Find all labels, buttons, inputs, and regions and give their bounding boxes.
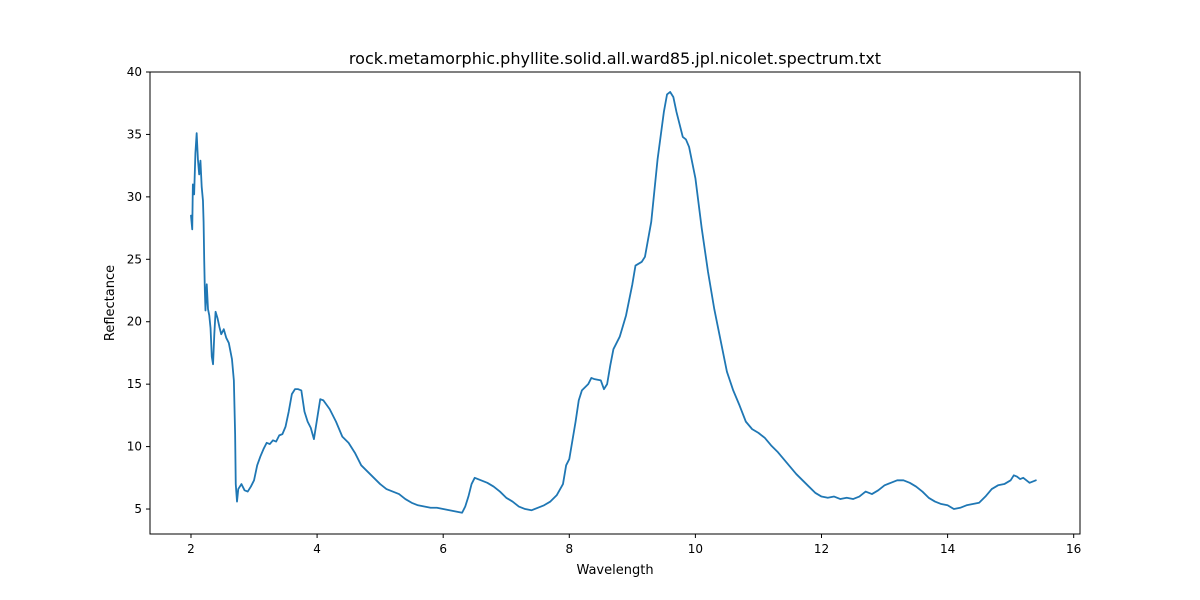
x-tick-label: 12 [814, 542, 829, 556]
x-axis-label: Wavelength [576, 563, 653, 578]
y-tick-label: 25 [127, 252, 142, 266]
plot-frame [149, 71, 1081, 535]
x-tick-label: 6 [439, 542, 447, 556]
y-tick-label: 40 [127, 65, 142, 79]
x-axis-ticks: 2 4 6 8 10 12 14 16 [187, 534, 1081, 556]
x-tick-label: 2 [187, 542, 195, 556]
x-tick-label: 10 [688, 542, 703, 556]
y-tick-label: 20 [127, 315, 142, 329]
chart-title: rock.metamorphic.phyllite.solid.all.ward… [349, 49, 881, 68]
spectrum-line [190, 91, 1037, 514]
y-tick-label: 5 [134, 502, 142, 516]
x-tick-label: 8 [565, 542, 573, 556]
y-tick-label: 15 [127, 377, 142, 391]
x-tick-label: 16 [1066, 542, 1081, 556]
y-axis-label: Reflectance [103, 265, 118, 341]
y-axis-ticks: 5 10 15 20 25 30 35 40 [127, 65, 150, 516]
y-tick-label: 30 [127, 190, 142, 204]
x-tick-label: 4 [313, 542, 321, 556]
y-tick-label: 10 [127, 440, 142, 454]
y-tick-label: 35 [127, 127, 142, 141]
x-tick-label: 14 [940, 542, 955, 556]
plot-area [149, 71, 1081, 535]
